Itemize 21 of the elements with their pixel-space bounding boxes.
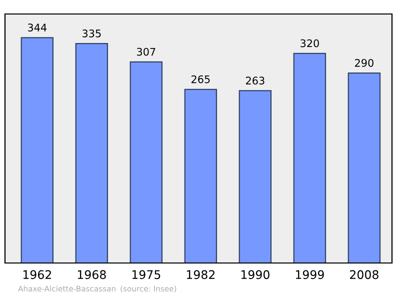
bar — [293, 52, 326, 263]
x-tick-label: 1962 — [23, 270, 51, 280]
x-tick-label: 1999 — [296, 270, 324, 280]
bar — [20, 37, 54, 263]
bar — [130, 61, 163, 263]
x-tick-label: 1975 — [132, 270, 160, 280]
data-label: 320 — [300, 39, 319, 48]
bar — [184, 88, 218, 263]
bar — [348, 72, 381, 263]
bar — [238, 90, 272, 263]
x-tick-label: 1968 — [78, 270, 106, 280]
data-label: 290 — [355, 58, 374, 67]
data-label: 263 — [246, 76, 264, 85]
data-label: 335 — [82, 29, 101, 38]
x-tick-label: 1990 — [241, 270, 270, 280]
data-label: 265 — [192, 75, 210, 84]
x-tick-label: 1982 — [186, 270, 215, 280]
bar — [75, 43, 108, 263]
data-label: 307 — [137, 48, 156, 56]
data-label: 344 — [28, 24, 47, 32]
x-tick-label: 2008 — [350, 270, 378, 280]
